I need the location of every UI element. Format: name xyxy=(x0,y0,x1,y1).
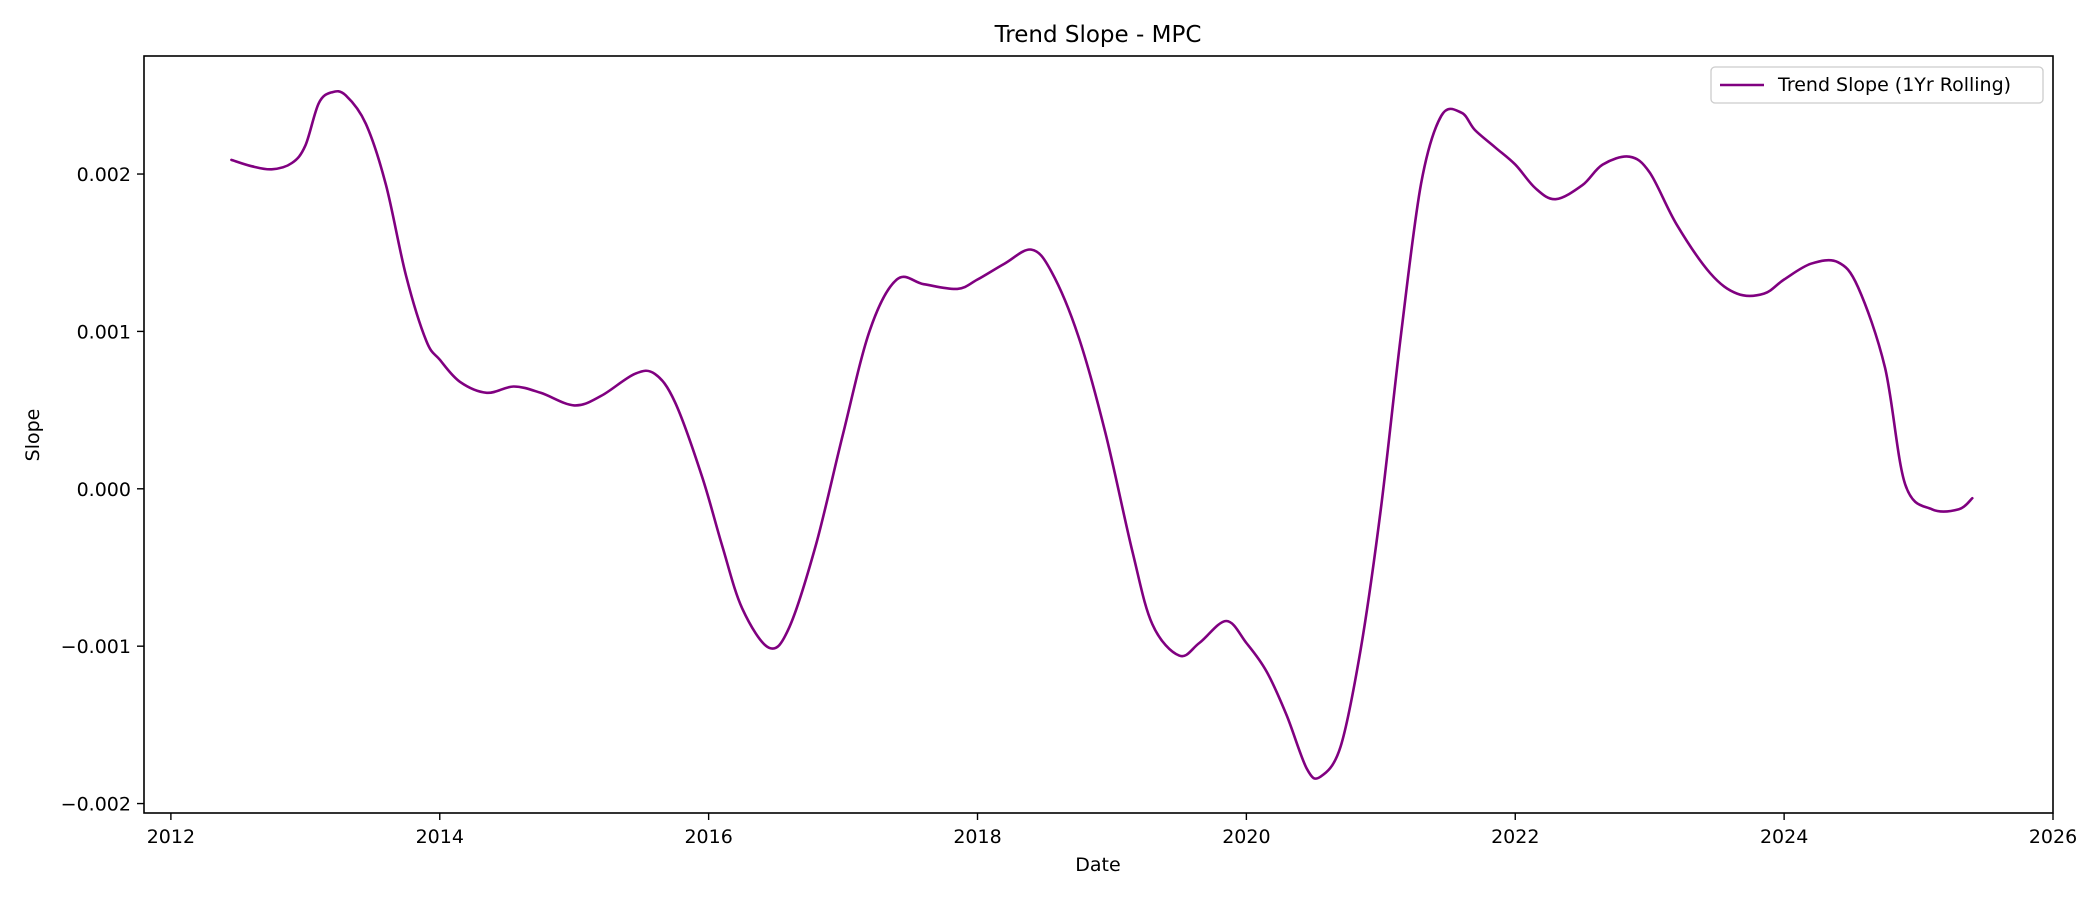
y-tick-label: −0.001 xyxy=(61,636,131,658)
plot-frame xyxy=(143,55,2054,814)
x-tick-label: 2020 xyxy=(1222,826,1270,848)
legend: Trend Slope (1Yr Rolling) xyxy=(1710,66,2044,104)
x-tick-label: 2018 xyxy=(953,826,1001,848)
y-tick-label: 0.000 xyxy=(77,479,131,501)
x-tick-label: 2026 xyxy=(2029,826,2077,848)
y-axis-ticks: −0.002 −0.001 0.000 0.001 0.002 xyxy=(61,164,144,816)
y-tick-label: 0.001 xyxy=(77,321,131,343)
x-axis-label: Date xyxy=(1075,854,1120,876)
x-tick-label: 2014 xyxy=(416,826,464,848)
legend-box xyxy=(1710,66,2044,104)
y-tick-label: 0.002 xyxy=(77,164,131,186)
x-tick-label: 2022 xyxy=(1491,826,1539,848)
x-axis-ticks: 2012 2014 2016 2018 2020 2022 2024 2026 xyxy=(147,813,2077,848)
y-tick-label: −0.002 xyxy=(61,794,131,816)
x-tick-label: 2016 xyxy=(684,826,732,848)
chart-title: Trend Slope - MPC xyxy=(994,22,1202,48)
x-tick-label: 2024 xyxy=(1760,826,1808,848)
y-axis-label: Slope xyxy=(22,409,44,462)
series-line-trend-slope xyxy=(230,89,1974,780)
series-layer xyxy=(230,89,1974,780)
legend-label: Trend Slope (1Yr Rolling) xyxy=(1777,74,2011,96)
x-tick-label: 2012 xyxy=(147,826,195,848)
